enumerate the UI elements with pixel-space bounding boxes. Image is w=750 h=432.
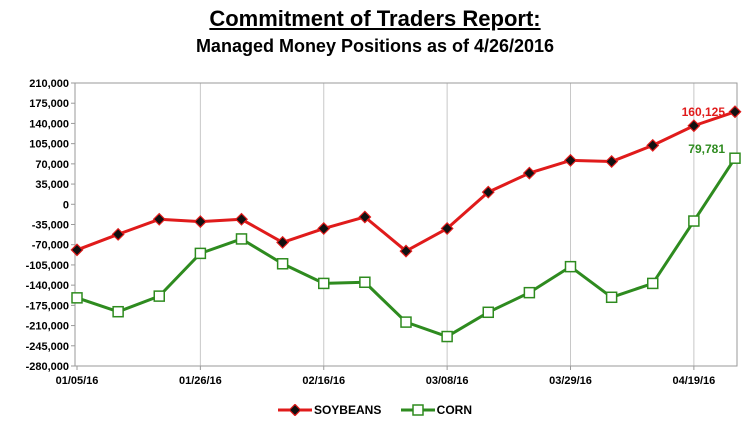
data-point-corn <box>564 260 577 273</box>
y-tick-label: -140,000 <box>26 280 69 292</box>
legend-item-corn: CORN <box>400 403 473 417</box>
end-value-label-corn: 79,781 <box>688 142 725 156</box>
data-point-corn <box>400 316 412 328</box>
y-tick-label: 140,000 <box>29 118 69 130</box>
data-point-soybeans <box>358 210 372 224</box>
data-point-soybeans <box>276 235 290 249</box>
line-chart: 210,000 175,000 140,000 105,000 70,000 35,000… <box>26 78 742 387</box>
end-value-label-soybeans: 160,125 <box>682 105 726 119</box>
x-tick-label: 03/08/16 <box>426 375 469 387</box>
data-point-corn <box>112 305 124 318</box>
data-point-soybeans <box>728 105 742 119</box>
y-tick-label: 0 <box>63 199 69 211</box>
data-point-soybeans <box>605 155 619 169</box>
series-line-soybeans <box>76 110 736 253</box>
data-point-soybeans <box>563 153 578 167</box>
x-tick-label: 01/26/16 <box>179 375 222 387</box>
data-point-corn <box>235 233 248 245</box>
y-tick-label: -245,000 <box>26 341 69 353</box>
data-point-corn <box>523 286 536 299</box>
data-point-soybeans <box>522 166 536 180</box>
y-tick-label: -35,000 <box>32 220 69 232</box>
y-tick-label: -105,000 <box>26 260 69 272</box>
x-tick-label: 01/05/16 <box>56 375 99 387</box>
data-point-corn <box>605 291 618 304</box>
x-tick-label: 04/19/16 <box>672 375 715 387</box>
y-tick-label: -210,000 <box>26 321 69 333</box>
y-tick-label: 175,000 <box>29 98 69 110</box>
data-point-soybeans <box>152 212 166 226</box>
data-point-soybeans <box>234 212 249 226</box>
data-point-soybeans <box>440 222 454 236</box>
data-point-corn <box>482 306 494 319</box>
chart-title: Commitment of Traders Report: <box>209 6 541 31</box>
legend-soybeans-label: SOYBEANS <box>313 403 382 417</box>
data-point-corn <box>441 330 453 343</box>
legend-soybeans-marker <box>277 404 312 416</box>
data-point-soybeans <box>687 119 701 133</box>
y-tick-label: -70,000 <box>32 240 69 252</box>
legend-corn-marker <box>400 404 435 416</box>
chart-subtitle: Managed Money Positions as of 4/26/2016 <box>195 36 555 56</box>
y-tick-label: 35,000 <box>35 179 69 191</box>
data-point-corn <box>71 292 83 304</box>
chart-legend: SOYBEANS CORN <box>0 403 750 419</box>
legend-item-soybeans: SOYBEANS <box>277 403 382 417</box>
y-tick-label: -175,000 <box>26 300 69 312</box>
data-point-soybeans <box>111 227 125 241</box>
data-point-corn <box>318 277 330 290</box>
legend-corn-label: CORN <box>436 403 473 417</box>
y-tick-label: 105,000 <box>29 139 69 151</box>
data-point-soybeans <box>193 215 207 229</box>
y-tick-label: -280,000 <box>26 361 69 373</box>
data-point-corn <box>194 247 207 260</box>
data-point-corn <box>647 277 659 290</box>
data-point-corn <box>359 276 371 289</box>
data-point-soybeans <box>646 138 660 152</box>
y-tick-label: 210,000 <box>29 78 69 90</box>
data-point-corn <box>688 215 700 227</box>
data-point-soybeans <box>70 243 84 257</box>
data-point-soybeans <box>317 222 331 236</box>
x-tick-label: 02/16/16 <box>302 375 345 387</box>
data-point-corn <box>153 290 165 302</box>
y-tick-label: 70,000 <box>35 159 69 171</box>
data-point-corn <box>729 152 741 164</box>
data-point-soybeans <box>399 244 413 258</box>
x-tick-label: 03/29/16 <box>549 375 592 387</box>
data-point-corn <box>276 258 289 270</box>
data-point-soybeans <box>481 185 495 199</box>
